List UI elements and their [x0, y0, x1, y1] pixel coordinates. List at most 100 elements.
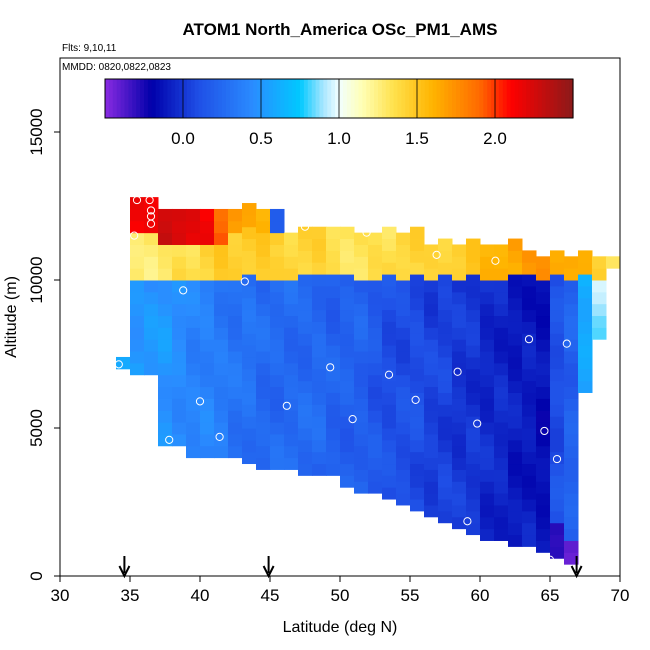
colorbar-segment [311, 79, 317, 118]
heatmap-cell [326, 380, 341, 393]
heatmap-cell [270, 327, 285, 340]
heatmap-cell [340, 226, 355, 240]
heatmap-cell [172, 386, 187, 399]
heatmap-cell [438, 510, 453, 524]
heatmap-cell [256, 410, 271, 423]
colorbar-segment [194, 79, 200, 118]
colorbar-segment [198, 79, 204, 118]
colorbar-segment [401, 79, 406, 118]
heatmap-cell [438, 416, 453, 429]
heatmap-cell [564, 303, 579, 317]
heatmap-cell [270, 268, 285, 281]
heatmap-cell [354, 433, 369, 447]
heatmap-cell [312, 428, 327, 441]
colorbar-segment [175, 79, 180, 118]
heatmap-cell [368, 256, 383, 269]
heatmap-cell [396, 351, 411, 364]
heatmap-cell [522, 250, 537, 263]
heatmap-cell [508, 404, 523, 417]
heatmap-cell [186, 220, 201, 234]
heatmap-cell [312, 262, 327, 275]
colorbar-segment [237, 79, 243, 118]
heatmap-cell [522, 487, 537, 500]
heatmap-cell [354, 469, 369, 482]
heatmap-cell [270, 291, 285, 305]
colorbar-segment [444, 79, 449, 118]
colorbar-segment [284, 79, 289, 118]
heatmap-cell [480, 315, 495, 328]
colorbar-segment [288, 79, 293, 118]
flights-annotation: Flts: 9,10,11 [62, 43, 117, 54]
heatmap-cell [382, 487, 397, 500]
heatmap-cell [452, 374, 467, 388]
colorbar-segment [561, 79, 566, 118]
heatmap-cell [340, 285, 355, 299]
colorbar-segment [339, 79, 344, 118]
heatmap-cell [312, 226, 327, 240]
heatmap-cell [326, 368, 341, 382]
heatmap-cell [480, 504, 495, 518]
heatmap-cell [578, 321, 593, 334]
heatmap-cell [424, 433, 439, 447]
heatmap-cell [172, 374, 187, 388]
colorbar-segment [370, 79, 375, 118]
heatmap-cell [354, 244, 369, 257]
heatmap-cell [536, 339, 551, 352]
heatmap-cell [396, 303, 411, 317]
x-tick-label: 40 [191, 586, 210, 605]
heatmap-cell [466, 416, 481, 429]
heatmap-cell [536, 410, 551, 423]
heatmap-cell [438, 428, 453, 441]
colorbar-segment [350, 79, 356, 118]
heatmap-cell [130, 232, 145, 245]
heatmap-cell [200, 410, 215, 423]
heatmap-cell [536, 256, 551, 269]
heatmap-cell [158, 232, 173, 245]
heatmap-cell [340, 356, 355, 370]
y-tick-label: 10000 [27, 256, 46, 303]
heatmap-cell [242, 404, 257, 417]
heatmap-cell [214, 315, 229, 328]
observation-point [562, 339, 571, 348]
heatmap-cell [144, 208, 159, 222]
heatmap-cell [214, 339, 229, 352]
heatmap-cell [228, 315, 243, 328]
colorbar-segment [105, 79, 110, 118]
colorbar-segment [159, 79, 165, 118]
heatmap-cell [382, 238, 397, 251]
heatmap-cell [284, 339, 299, 352]
observation-point [146, 219, 156, 228]
heatmap-cell [284, 268, 299, 281]
heatmap-cell [508, 534, 523, 547]
heatmap-cell [508, 238, 523, 251]
heatmap-cell [284, 280, 299, 293]
heatmap-cell [438, 297, 453, 311]
heatmap-cell [382, 309, 397, 322]
colorbar-segment [456, 79, 461, 118]
x-tick-label: 65 [541, 586, 560, 605]
heatmap-cell [284, 374, 299, 388]
heatmap-cell [592, 327, 607, 340]
heatmap-cell [438, 368, 453, 382]
heatmap-cell [550, 333, 565, 346]
heatmap-cell [242, 333, 257, 346]
heatmap-cell [424, 303, 439, 317]
heatmap-cell [368, 410, 383, 423]
colorbar-segment [116, 79, 122, 118]
heatmap-cell [564, 291, 579, 305]
heatmap-cell [284, 457, 299, 470]
colorbar-segment [537, 79, 543, 118]
colorbar-segment [495, 79, 500, 118]
heatmap-cell [480, 445, 495, 459]
heatmap-cell [340, 416, 355, 429]
observation-points [114, 195, 571, 564]
heatmap-cell [522, 416, 537, 429]
heatmap-cell [312, 274, 327, 287]
heatmap-cell [368, 303, 383, 317]
heatmap-cell [564, 433, 579, 447]
heatmap-cell [368, 280, 383, 293]
heatmap-cell [494, 504, 509, 518]
colorbar-segment [307, 79, 313, 118]
colorbar-segment [424, 79, 430, 118]
colorbar-segment [206, 79, 211, 118]
